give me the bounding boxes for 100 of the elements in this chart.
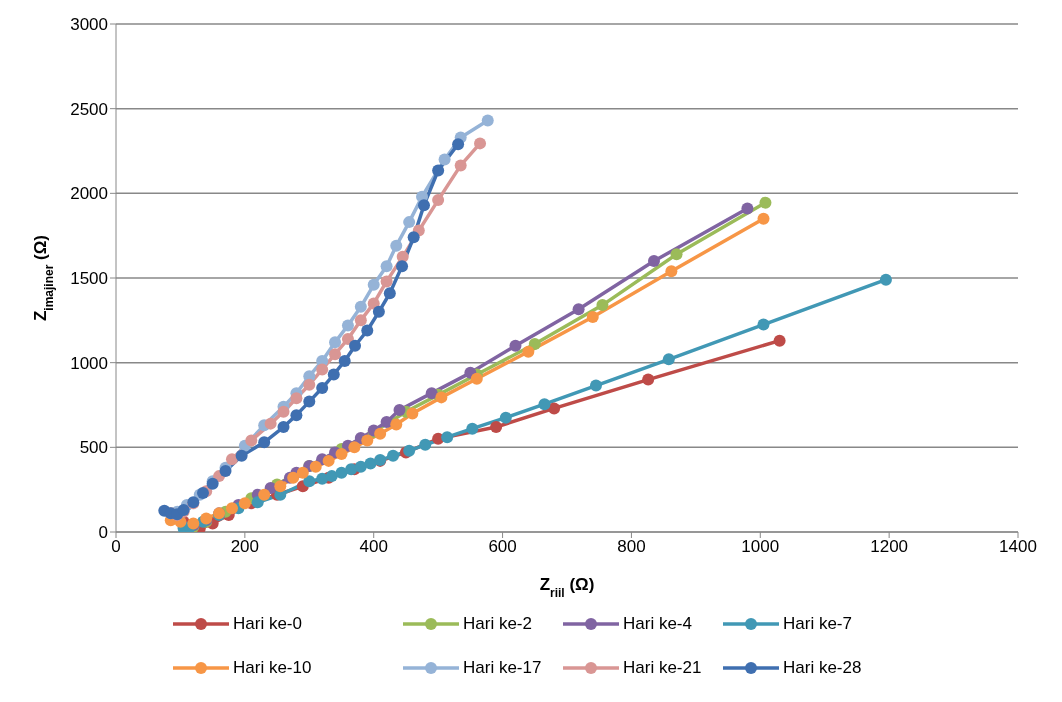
point (329, 336, 342, 349)
point (509, 339, 522, 352)
point (383, 287, 396, 300)
point (245, 434, 258, 447)
point (454, 159, 467, 172)
point (258, 436, 271, 449)
point (406, 407, 419, 420)
point (586, 310, 599, 323)
point (481, 114, 494, 127)
point (341, 332, 354, 345)
point (335, 466, 348, 479)
point (367, 278, 380, 291)
point (441, 431, 454, 444)
point (589, 379, 602, 392)
point (425, 387, 438, 400)
point (364, 457, 377, 470)
y-tick-label: 1500 (70, 269, 108, 289)
point (773, 334, 786, 347)
x-tick-label: 800 (617, 537, 646, 557)
point (354, 314, 367, 327)
x-tick-label: 0 (111, 537, 121, 557)
point (290, 409, 303, 422)
point (338, 354, 351, 367)
point (316, 363, 329, 376)
x-tick-label: 1000 (741, 537, 780, 557)
point (238, 497, 251, 510)
point (490, 421, 503, 434)
point (474, 137, 487, 150)
point (522, 345, 535, 358)
point (470, 372, 483, 385)
point (361, 434, 374, 447)
point (390, 239, 403, 252)
point (341, 319, 354, 332)
point (596, 299, 609, 312)
point (380, 260, 393, 273)
point (757, 212, 770, 225)
point (432, 164, 445, 177)
point (309, 460, 322, 473)
y-tick-label: 2500 (70, 99, 108, 119)
y-tick-label: 500 (79, 438, 108, 458)
point (387, 449, 400, 462)
legend-label: Hari ke-10 (233, 658, 312, 678)
point (287, 471, 300, 484)
point (264, 417, 277, 430)
point (354, 460, 367, 473)
point (380, 275, 393, 288)
point (361, 324, 374, 337)
point (538, 398, 551, 411)
point (662, 353, 675, 366)
point (432, 194, 445, 207)
point (225, 502, 238, 515)
point (303, 475, 316, 488)
x-tick-label: 600 (488, 537, 517, 557)
point (327, 368, 340, 381)
legend-label: Hari ke-4 (623, 614, 692, 634)
point (316, 472, 329, 485)
point (322, 454, 335, 467)
legend-label: Hari ke-7 (783, 614, 852, 634)
point (642, 373, 655, 386)
point (670, 248, 683, 261)
y-tick-label: 2000 (70, 184, 108, 204)
point (759, 196, 772, 209)
point (296, 466, 309, 479)
x-tick-label: 400 (359, 537, 388, 557)
y-tick-label: 3000 (70, 15, 108, 35)
x-tick-label: 200 (230, 537, 260, 557)
y-tick-label: 1000 (70, 353, 108, 373)
point (316, 382, 329, 395)
point (393, 404, 406, 417)
point (225, 453, 238, 466)
y-tick-label: 0 (98, 523, 108, 543)
point (335, 448, 348, 461)
legend-label: Hari ke-2 (463, 614, 532, 634)
point (277, 421, 290, 434)
point (528, 338, 541, 351)
point (349, 339, 362, 352)
point (277, 405, 290, 418)
x-tick-label: 1400 (999, 537, 1037, 557)
point (348, 441, 361, 454)
point (396, 260, 409, 273)
point (572, 303, 585, 316)
point (403, 216, 416, 229)
legend-label: Hari ke-28 (783, 658, 862, 678)
point (879, 273, 892, 286)
point (741, 202, 754, 215)
point (499, 411, 512, 424)
point (466, 422, 479, 435)
point (403, 444, 416, 457)
point (235, 449, 248, 462)
point (438, 153, 451, 166)
point (258, 488, 271, 501)
point (303, 378, 316, 391)
point (251, 496, 264, 509)
legend-label: Hari ke-17 (463, 658, 542, 678)
point (354, 300, 367, 313)
point (647, 255, 660, 268)
point (290, 392, 303, 405)
point (374, 427, 387, 440)
point (329, 348, 342, 361)
point (407, 231, 420, 244)
